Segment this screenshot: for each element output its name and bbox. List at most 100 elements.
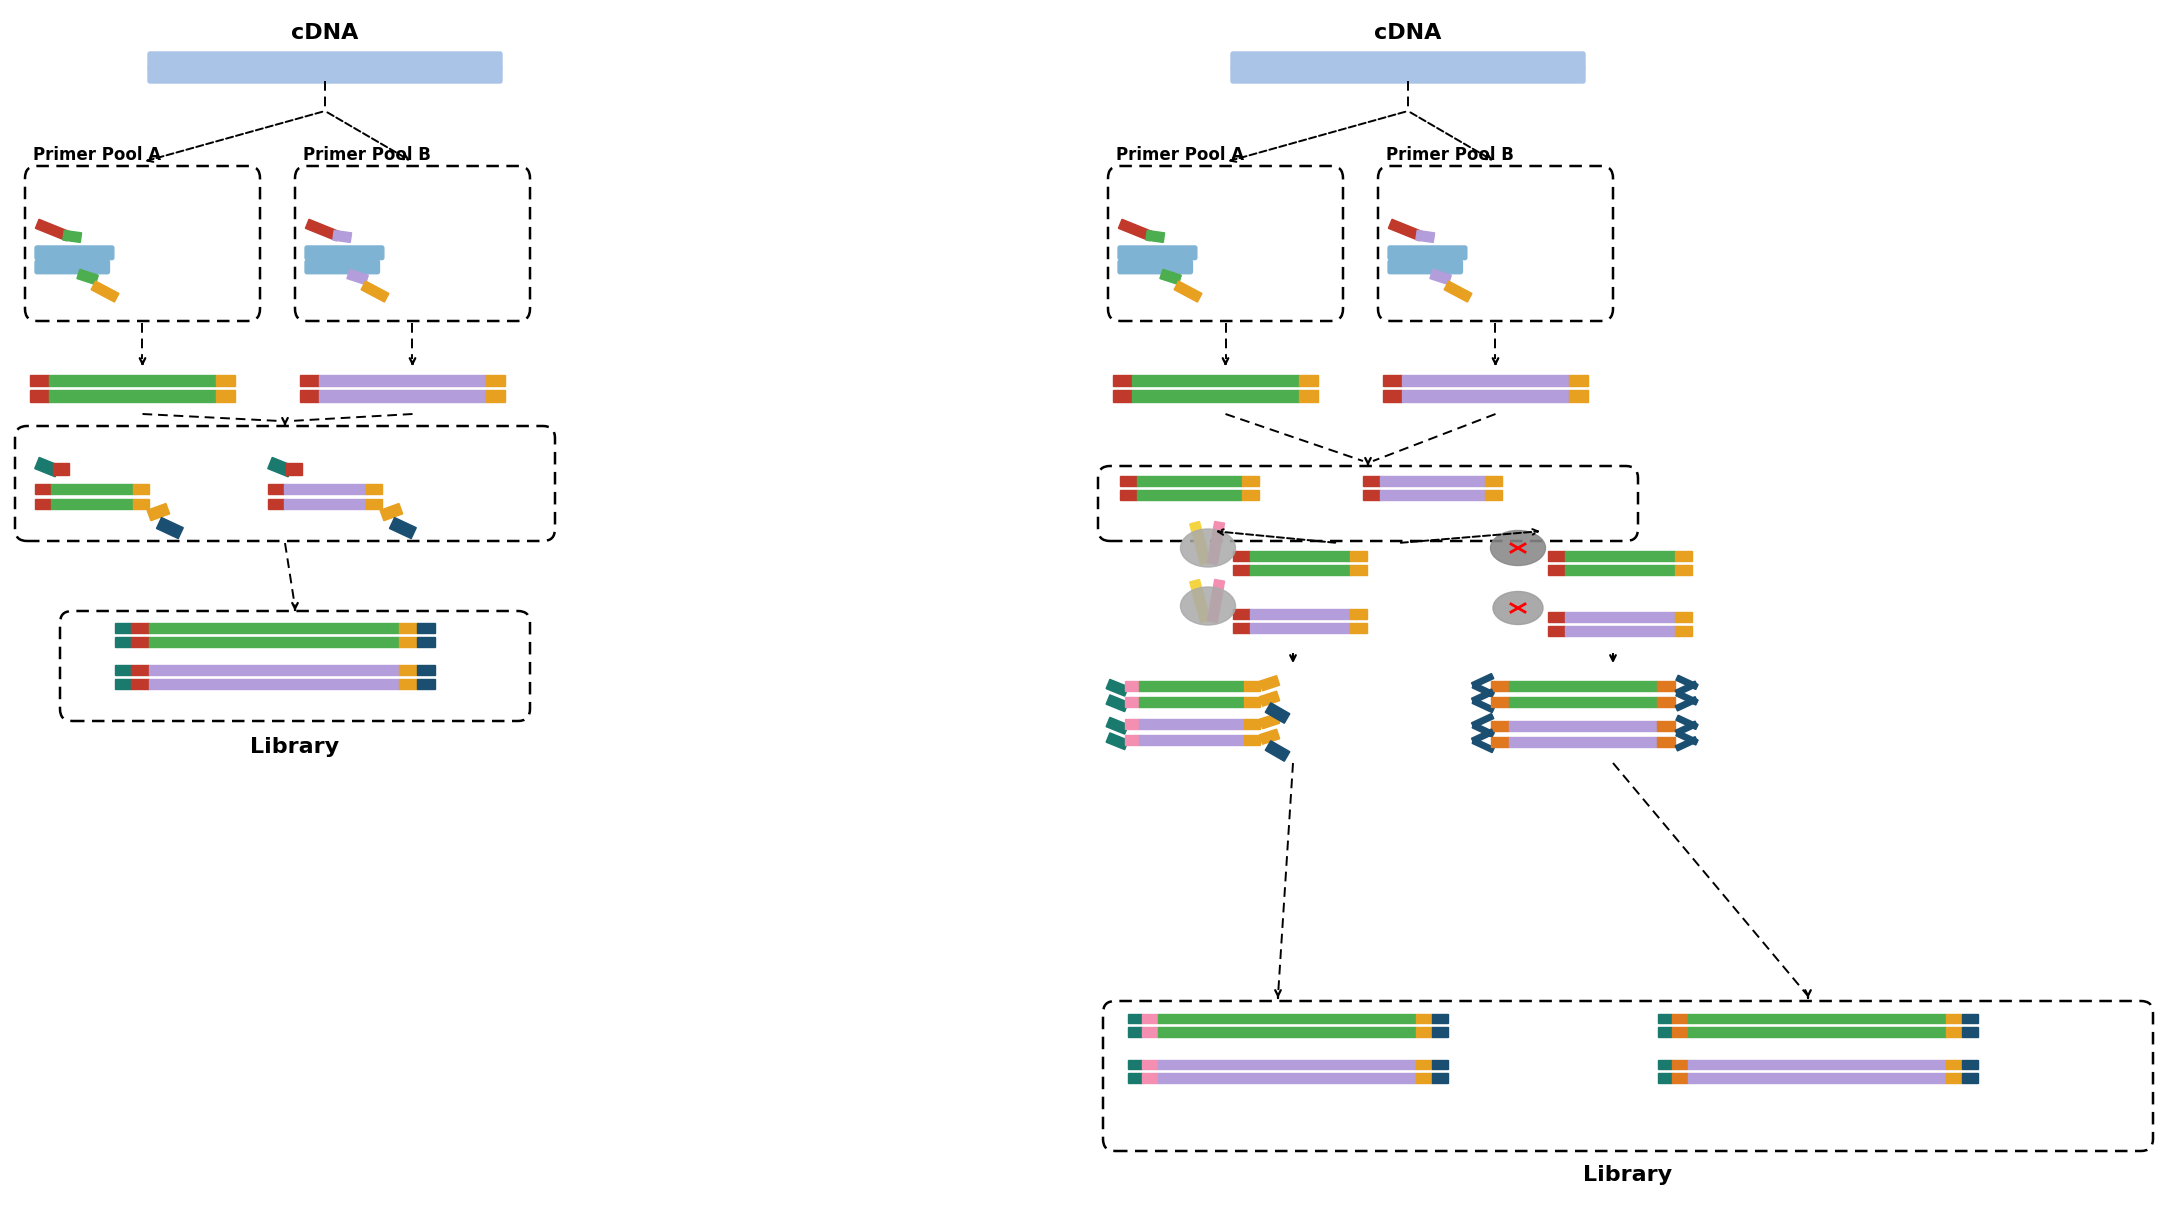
Bar <box>1568 390 1588 402</box>
Bar <box>149 679 399 689</box>
Bar <box>485 390 505 402</box>
Bar <box>305 219 340 241</box>
Bar <box>1417 1073 1432 1083</box>
Bar <box>217 390 234 402</box>
FancyBboxPatch shape <box>1230 52 1586 69</box>
Bar <box>1189 521 1211 564</box>
Bar <box>1137 490 1241 499</box>
Bar <box>1674 626 1692 636</box>
Bar <box>1566 611 1674 622</box>
Bar <box>1962 1028 1978 1036</box>
Bar <box>1206 579 1224 622</box>
Bar <box>1432 1060 1449 1069</box>
Bar <box>1128 1013 1141 1023</box>
Bar <box>1687 1013 1945 1023</box>
Bar <box>1471 689 1495 703</box>
FancyBboxPatch shape <box>1388 260 1462 274</box>
Bar <box>35 498 52 509</box>
Bar <box>399 637 418 646</box>
Bar <box>1107 733 1128 750</box>
FancyBboxPatch shape <box>147 66 503 83</box>
Bar <box>1133 390 1300 402</box>
Bar <box>1133 375 1300 386</box>
Bar <box>1674 737 1698 751</box>
Bar <box>115 624 130 633</box>
Bar <box>1362 490 1380 499</box>
Bar <box>1380 476 1486 486</box>
Bar <box>1471 673 1495 687</box>
Text: Library: Library <box>1583 1165 1672 1185</box>
Bar <box>1510 697 1657 707</box>
Bar <box>1107 695 1128 712</box>
Bar <box>1674 551 1692 561</box>
Bar <box>1549 564 1566 575</box>
Bar <box>379 503 403 521</box>
Bar <box>1139 697 1243 707</box>
Bar <box>1241 476 1258 486</box>
Bar <box>1510 681 1657 691</box>
Bar <box>1258 675 1280 691</box>
Bar <box>1141 1073 1159 1083</box>
Bar <box>485 375 505 386</box>
FancyBboxPatch shape <box>1118 260 1193 274</box>
Bar <box>1657 721 1674 731</box>
Bar <box>1510 737 1657 747</box>
Bar <box>1349 624 1367 633</box>
Bar <box>399 665 418 675</box>
Bar <box>149 624 399 633</box>
Bar <box>1657 697 1674 707</box>
Bar <box>147 503 169 521</box>
Bar <box>1139 734 1243 744</box>
Bar <box>35 457 61 476</box>
Bar <box>1657 1013 1672 1023</box>
Text: Primer Pool B: Primer Pool B <box>1386 146 1514 164</box>
FancyBboxPatch shape <box>1230 66 1586 83</box>
Bar <box>1250 609 1349 619</box>
Bar <box>418 665 435 675</box>
Bar <box>1486 476 1501 486</box>
Bar <box>1549 611 1566 622</box>
Bar <box>1250 551 1349 561</box>
Bar <box>78 269 97 285</box>
Bar <box>1510 721 1657 731</box>
Bar <box>1549 551 1566 561</box>
Bar <box>1672 1013 1687 1023</box>
FancyBboxPatch shape <box>35 246 115 259</box>
Bar <box>130 665 149 675</box>
Bar <box>1430 269 1451 285</box>
Bar <box>1945 1013 1962 1023</box>
Bar <box>130 637 149 646</box>
Bar <box>286 463 301 475</box>
Bar <box>1676 675 1698 690</box>
Bar <box>1549 626 1566 636</box>
Bar <box>1174 281 1202 302</box>
Bar <box>366 484 381 494</box>
Bar <box>156 517 184 539</box>
Bar <box>1120 490 1137 499</box>
Bar <box>1107 679 1128 696</box>
Bar <box>115 679 130 689</box>
Bar <box>1120 476 1137 486</box>
Bar <box>35 219 69 241</box>
Bar <box>1265 740 1289 761</box>
Ellipse shape <box>1492 591 1542 625</box>
Bar <box>1445 281 1473 302</box>
Bar <box>1657 737 1674 747</box>
Bar <box>1159 1013 1417 1023</box>
Bar <box>1945 1073 1962 1083</box>
Bar <box>1232 624 1250 633</box>
Bar <box>1250 564 1349 575</box>
Text: cDNA: cDNA <box>290 23 360 43</box>
Bar <box>1657 1060 1672 1069</box>
Bar <box>1139 681 1243 691</box>
Bar <box>1243 719 1261 728</box>
Text: Primer Pool A: Primer Pool A <box>1115 146 1243 164</box>
Bar <box>1113 390 1133 402</box>
Bar <box>1674 681 1698 696</box>
Bar <box>50 390 217 402</box>
Bar <box>1676 731 1698 745</box>
Bar <box>1490 697 1510 707</box>
Bar <box>1189 579 1211 622</box>
Bar <box>418 637 435 646</box>
Bar <box>1232 551 1250 561</box>
